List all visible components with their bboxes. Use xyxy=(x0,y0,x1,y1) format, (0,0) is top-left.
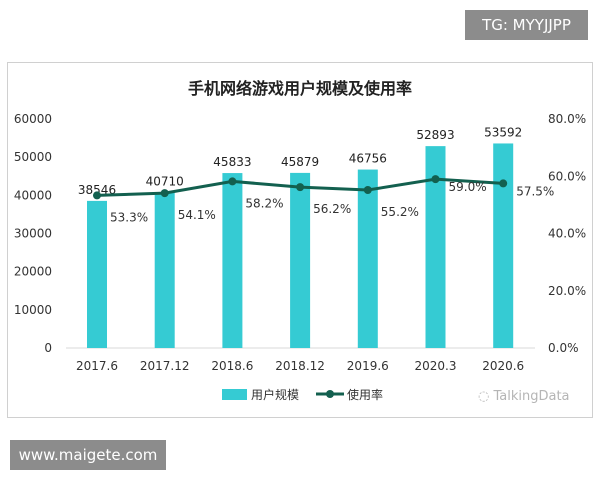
y-right-tick: 60.0% xyxy=(548,169,586,183)
line-label: 55.2% xyxy=(381,205,419,219)
chart-title: 手机网络游戏用户规模及使用率 xyxy=(188,79,412,98)
x-tick: 2019.6 xyxy=(347,359,389,373)
bar-label: 45879 xyxy=(281,155,319,169)
bar xyxy=(290,172,311,348)
line-label: 59.0% xyxy=(449,180,487,194)
y-left-tick: 30000 xyxy=(14,227,52,241)
line-label: 57.5% xyxy=(516,184,554,198)
legend-bar-swatch xyxy=(222,389,247,400)
bar xyxy=(425,146,446,348)
line-point xyxy=(431,175,440,184)
line-label: 58.2% xyxy=(245,196,283,210)
bar-label: 38546 xyxy=(78,183,116,197)
x-tick: 2020.6 xyxy=(482,359,524,373)
legend-bar-label: 用户规模 xyxy=(251,387,299,402)
y-right-tick: 20.0% xyxy=(548,284,586,298)
x-tick: 2017.12 xyxy=(140,359,190,373)
x-tick: 2017.6 xyxy=(76,359,118,373)
y-right-tick: 80.0% xyxy=(548,112,586,126)
bar xyxy=(154,192,175,348)
bar-label: 45833 xyxy=(213,155,251,169)
bar xyxy=(357,169,378,348)
bar-label: 53592 xyxy=(484,125,522,139)
line-point xyxy=(296,183,305,192)
bar-label: 40710 xyxy=(146,175,184,189)
y-left-tick: 10000 xyxy=(14,303,52,317)
y-left-tick: 20000 xyxy=(14,265,52,279)
y-right-tick: 0.0% xyxy=(548,341,579,355)
watermark-top: TG: MYYJJPP xyxy=(465,10,588,40)
bar-label: 46756 xyxy=(349,152,387,166)
watermark-bottom: www.maigete.com xyxy=(10,440,166,470)
x-tick: 2018.12 xyxy=(275,359,325,373)
bar xyxy=(493,143,514,348)
line-label: 53.3% xyxy=(110,210,148,224)
line-point xyxy=(93,191,101,200)
y-right-tick: 40.0% xyxy=(548,227,586,241)
y-left-tick: 60000 xyxy=(14,112,52,126)
line-point xyxy=(363,185,372,194)
bar xyxy=(87,200,107,348)
line-label: 56.2% xyxy=(313,202,351,216)
y-left-tick: 50000 xyxy=(14,150,52,164)
legend-line-label: 使用率 xyxy=(347,387,383,402)
line-point xyxy=(228,177,237,186)
x-tick: 2018.6 xyxy=(211,359,253,373)
line-point xyxy=(160,189,169,198)
x-tick: 2020.3 xyxy=(415,359,457,373)
y-left-tick: 0 xyxy=(44,341,52,355)
talkingdata-logo: ◌ TalkingData xyxy=(478,389,570,404)
bar xyxy=(222,173,243,348)
y-left-tick: 40000 xyxy=(14,188,52,202)
line-label: 54.1% xyxy=(178,208,216,222)
bar-label: 52893 xyxy=(416,128,454,142)
legend-line-marker xyxy=(326,390,334,398)
line-point xyxy=(499,179,508,188)
